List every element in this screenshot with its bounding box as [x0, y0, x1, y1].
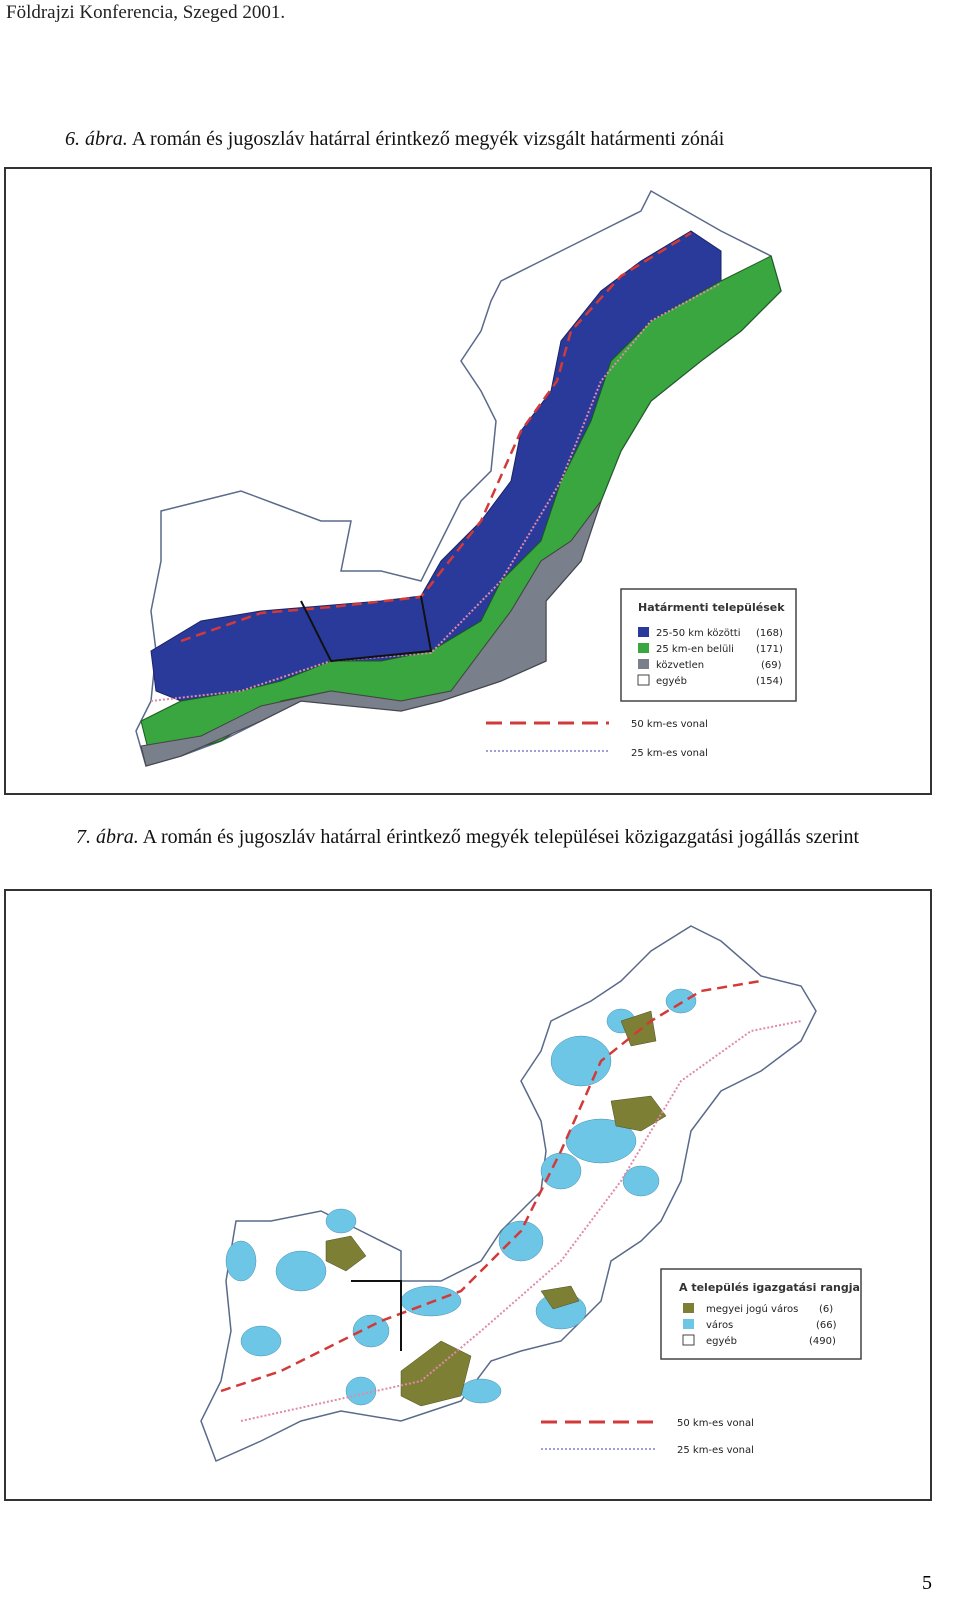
page-number: 5 — [922, 1572, 932, 1594]
line-label: 25 km-es vonal — [677, 1445, 754, 1456]
legend-label: egyéb — [706, 1335, 737, 1347]
figure-label: 6. ábra. — [65, 128, 128, 150]
legend-swatch — [683, 1319, 694, 1329]
line-label: 50 km-es vonal — [677, 1418, 754, 1429]
line-25km — [240, 1020, 802, 1422]
legend-count: (171) — [756, 644, 783, 655]
legend-swatch — [638, 627, 649, 637]
legend-count: (168) — [756, 628, 783, 639]
running-header: Földrajzi Konferencia, Szeged 2001. — [6, 2, 286, 23]
figure-caption: 6. ábra. A román és jugoszláv határral é… — [65, 128, 724, 151]
legend-count: (154) — [756, 676, 783, 687]
legend-title: A település igazgatási rangja — [679, 1281, 860, 1294]
legend-label: város — [706, 1319, 733, 1331]
legend-count: (6) — [819, 1304, 833, 1315]
legend-label: 25-50 km közötti — [656, 628, 741, 639]
legend-count: (66) — [816, 1320, 837, 1331]
zone-25 — [140, 255, 782, 762]
region-outline — [200, 925, 817, 1463]
caption-text: A román és jugoszláv határral érintkező … — [142, 826, 860, 848]
legend-swatch — [637, 674, 650, 686]
county-border — [351, 1280, 402, 1351]
county-seat-areas — [325, 1010, 667, 1407]
figure-label: 7. ábra. — [75, 826, 139, 848]
zone-direct — [140, 500, 602, 767]
line-label: 50 km-es vonal — [631, 719, 708, 730]
legend-box — [620, 588, 797, 702]
legend-swatch — [682, 1334, 695, 1346]
legend-label: 25 km-en belüli — [656, 644, 734, 655]
legend-count: (490) — [809, 1336, 836, 1347]
legend-swatch — [683, 1303, 694, 1313]
map-border-zones: Határmenti települések 25-50 km közötti … — [4, 167, 932, 795]
map-admin-rank: A település igazgatási rangja megyei jog… — [4, 889, 932, 1501]
county-border — [300, 595, 433, 663]
line-50km — [180, 231, 692, 643]
legend-label: közvetlen — [656, 660, 704, 671]
line-label: 25 km-es vonal — [631, 748, 708, 759]
legend-swatch — [638, 659, 649, 669]
legend-swatch — [638, 643, 649, 653]
line-50km — [220, 979, 762, 1393]
legend-count: (69) — [761, 660, 782, 671]
legend-label: egyéb — [656, 675, 687, 687]
legend-label: megyei jogú város — [706, 1303, 798, 1315]
figure-caption: 7. ábra. A román és jugoszláv határral é… — [10, 824, 925, 850]
caption-text: A román és jugoszláv határral érintkező … — [131, 128, 725, 150]
legend-title: Határmenti települések — [638, 601, 785, 614]
